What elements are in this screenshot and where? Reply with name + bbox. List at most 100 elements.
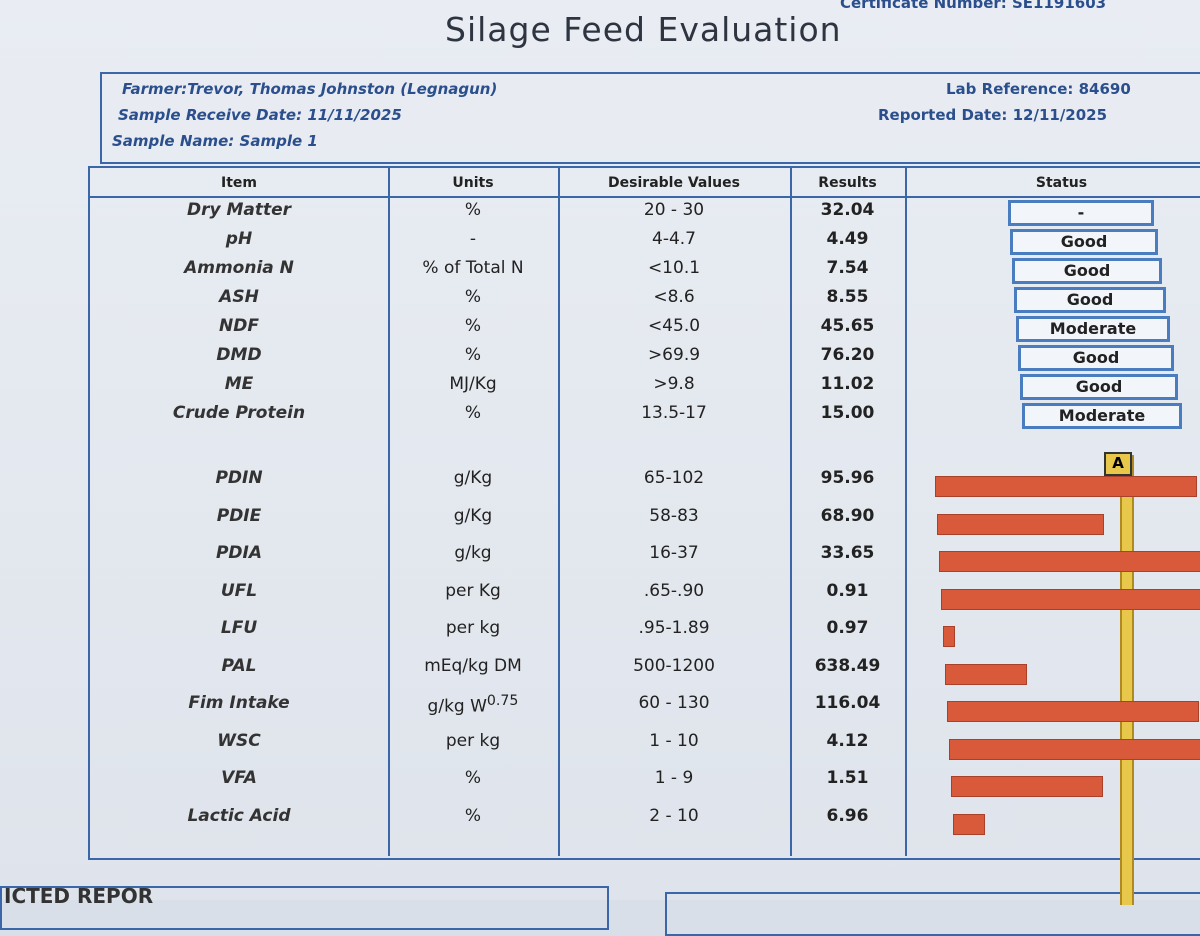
units-text: mEq/kg DM [424, 655, 522, 676]
result: 116.04 [814, 693, 881, 713]
units: % [388, 768, 558, 788]
result: 11.02 [820, 374, 875, 394]
marker-line [1120, 455, 1134, 905]
result: 7.54 [826, 258, 869, 278]
desirable: 16-37 [649, 543, 699, 563]
status: Good [1014, 287, 1166, 313]
units: % [388, 345, 558, 365]
footer-section: ICTED REPOR [4, 884, 154, 908]
result: 45.65 [820, 316, 875, 336]
units-text: % [464, 403, 482, 423]
item: UFL [220, 580, 258, 601]
indicator-bar [945, 663, 1027, 685]
units: per Kg [388, 581, 558, 601]
sample-name: Sample Name: Sample 1 [112, 132, 318, 150]
column-header: Desirable Values [608, 175, 740, 191]
item: PDIN [215, 468, 263, 488]
units-text: g/kg W [427, 696, 487, 717]
receive-date: Sample Receive Date: 11/11/2025 [118, 106, 402, 124]
status: Moderate [1016, 316, 1170, 342]
indicator-bar [947, 701, 1199, 722]
indicator-bar [951, 776, 1103, 797]
column-rule [905, 166, 907, 856]
item: VFA [221, 768, 257, 788]
item: Fim Intake [188, 693, 290, 713]
desirable: 500-1200 [633, 655, 715, 676]
units-text: % [464, 768, 482, 788]
units-text: per Kg [445, 580, 501, 601]
item: PDIE [216, 505, 262, 526]
column-header: Item [221, 175, 257, 191]
indicator-bar [941, 588, 1200, 610]
units: % of Total N [388, 258, 558, 278]
result: 76.20 [820, 345, 875, 365]
result: 0.97 [826, 618, 869, 638]
item: ME [224, 374, 254, 394]
status: - [1008, 200, 1154, 226]
item: LFU [220, 618, 258, 638]
units-text: per kg [445, 618, 501, 638]
item: Lactic Acid [187, 805, 291, 826]
result: 8.55 [826, 287, 869, 307]
indicator-bar [943, 626, 955, 647]
indicator-bar [953, 813, 985, 835]
desirable: 4-4.7 [652, 229, 696, 249]
item: Ammonia N [184, 258, 294, 278]
desirable: 65-102 [643, 468, 705, 488]
units: g/Kg [388, 468, 558, 488]
result: 1.51 [826, 768, 869, 788]
units: % [388, 403, 558, 423]
result: 4.12 [826, 730, 869, 751]
units: % [388, 316, 558, 336]
desirable: 20 - 30 [643, 200, 705, 220]
desirable: <10.1 [647, 258, 701, 278]
desirable: 60 - 130 [638, 693, 710, 713]
units-text: g/kg [454, 543, 492, 563]
title: Silage Feed Evaluation [445, 10, 842, 49]
units: g/kg [388, 543, 558, 563]
column-header: Status [1035, 175, 1088, 191]
result: 33.65 [820, 543, 875, 563]
units: % [388, 806, 558, 826]
item: WSC [217, 730, 261, 751]
units: % [388, 287, 558, 307]
result: 638.49 [814, 655, 881, 676]
item: Crude Protein [172, 403, 306, 423]
units-text: % [464, 316, 482, 336]
units-text: % [464, 287, 482, 307]
units-text: MJ/Kg [449, 374, 497, 394]
status: Good [1012, 258, 1162, 284]
desirable: >9.8 [653, 374, 695, 394]
units-text: % [464, 200, 482, 220]
desirable: <8.6 [653, 287, 695, 307]
item: ASH [219, 287, 259, 307]
info-box [100, 72, 1200, 164]
units: g/Kg [388, 506, 558, 526]
units: MJ/Kg [388, 374, 558, 394]
units-text: % of Total N [422, 258, 524, 278]
status: Good [1020, 374, 1178, 400]
units-text: - [469, 229, 477, 249]
units: mEq/kg DM [388, 656, 558, 676]
column-rule [558, 166, 560, 856]
desirable: 2 - 10 [649, 805, 699, 826]
item: PAL [221, 655, 257, 676]
item: NDF [219, 316, 259, 336]
desirable: 13.5-17 [641, 403, 707, 423]
desirable: <45.0 [647, 316, 701, 336]
units: per kg [388, 618, 558, 638]
table-box [88, 166, 1200, 860]
status: Good [1010, 229, 1158, 255]
units: - [388, 229, 558, 249]
column-header: Results [818, 175, 877, 191]
units-text: g/Kg [453, 468, 493, 488]
status: Moderate [1022, 403, 1182, 429]
units: g/kg W0.75 [388, 693, 558, 717]
column-rule [388, 166, 390, 856]
certificate: Certificate Number: SE1191603 [840, 0, 1107, 12]
item: PDIA [215, 543, 263, 563]
desirable: 1 - 10 [649, 730, 699, 751]
units-superscript: 0.75 [486, 693, 519, 709]
item: Dry Matter [186, 200, 292, 220]
